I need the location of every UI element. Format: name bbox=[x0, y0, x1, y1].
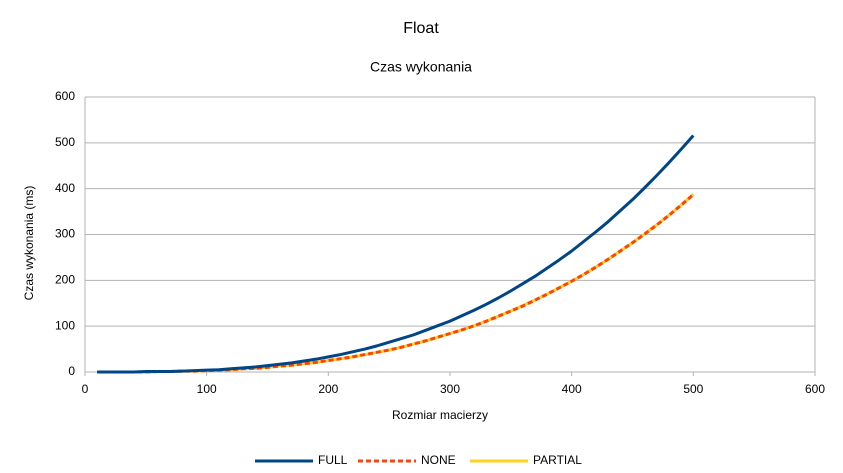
legend-label: PARTIAL bbox=[533, 453, 582, 467]
y-tick-label: 500 bbox=[55, 135, 75, 149]
x-tick-label: 500 bbox=[683, 382, 703, 396]
chart-title: Float bbox=[403, 20, 439, 37]
legend-label: FULL bbox=[318, 453, 348, 467]
y-axis-label: Czas wykonania (ms) bbox=[22, 186, 36, 301]
series-line bbox=[97, 193, 695, 374]
y-tick-label: 600 bbox=[55, 89, 75, 103]
x-axis-label: Rozmiar macierzy bbox=[392, 408, 488, 422]
series-line bbox=[97, 193, 695, 374]
y-tick-label: 200 bbox=[55, 273, 75, 287]
x-tick-label: 400 bbox=[562, 382, 582, 396]
x-tick-label: 600 bbox=[805, 382, 825, 396]
y-tick-label: 300 bbox=[55, 227, 75, 241]
series-line bbox=[97, 134, 695, 374]
x-tick-label: 0 bbox=[82, 382, 89, 396]
x-tick-label: 100 bbox=[197, 382, 217, 396]
y-tick-label: 400 bbox=[55, 181, 75, 195]
y-tick-label: 100 bbox=[55, 318, 75, 332]
legend-label: NONE bbox=[421, 453, 456, 467]
x-tick-label: 200 bbox=[318, 382, 338, 396]
y-tick-label: 0 bbox=[68, 364, 75, 378]
chart-subtitle: Czas wykonania bbox=[370, 59, 472, 75]
x-tick-label: 300 bbox=[440, 382, 460, 396]
